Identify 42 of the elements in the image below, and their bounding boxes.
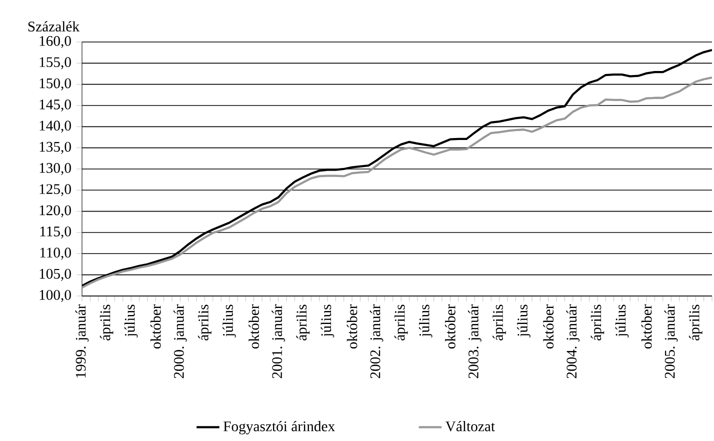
- y-tick-label: 110,0: [40, 248, 71, 260]
- x-tick-label: 2003. január: [468, 304, 482, 378]
- y-tick-label: 120,0: [40, 205, 71, 218]
- y-tick-label: 140,0: [40, 120, 71, 133]
- legend-label: Változat: [445, 420, 495, 432]
- x-tick-label: április: [688, 304, 702, 340]
- y-tick-label: 115,0: [40, 226, 71, 238]
- x-tick-label: július: [615, 304, 629, 338]
- x-tick-label: július: [320, 304, 334, 338]
- y-tick-label: 125,0: [40, 184, 71, 196]
- x-tick-label: április: [296, 304, 310, 340]
- x-tick-label: július: [418, 304, 432, 338]
- y-tick-label: 105,0: [40, 268, 71, 281]
- y-tick-label: 130,0: [40, 163, 71, 175]
- x-tick-label: 2001. január: [272, 304, 286, 378]
- x-tick-label: október: [445, 304, 456, 348]
- x-tick-label: 2005. január: [664, 304, 678, 378]
- x-tick-label: április: [198, 304, 212, 340]
- x-tick-label: április: [100, 304, 114, 340]
- x-tick-label: október: [346, 304, 358, 348]
- y-tick-label: 155,0: [40, 57, 71, 70]
- x-tick-label: 1999. január: [75, 304, 89, 378]
- legend-label: Fogyasztói árindex: [224, 420, 335, 434]
- y-tick-label: 150,0: [40, 78, 71, 90]
- x-tick-label: október: [543, 304, 554, 348]
- x-tick-label: 2000. január: [174, 304, 187, 378]
- x-tick-label: július: [124, 304, 138, 338]
- x-tick-label: július: [222, 304, 236, 338]
- y-tick-label: 135,0: [40, 142, 71, 154]
- x-tick-label: április: [590, 304, 604, 340]
- x-tick-label: október: [641, 304, 652, 348]
- y-axis-title: Százalék: [28, 21, 80, 32]
- x-tick-label: 2002. január: [370, 304, 384, 378]
- y-tick-label: 145,0: [40, 100, 71, 112]
- x-tick-label: április: [394, 304, 408, 340]
- x-tick-label: október: [248, 304, 259, 348]
- y-tick-label: 160,0: [40, 36, 71, 48]
- x-tick-label: 2004. január: [566, 304, 580, 378]
- x-tick-label: július: [517, 304, 530, 338]
- y-tick-label: 100,0: [40, 290, 71, 302]
- x-tick-label: október: [150, 304, 161, 348]
- x-tick-label: április: [492, 304, 506, 340]
